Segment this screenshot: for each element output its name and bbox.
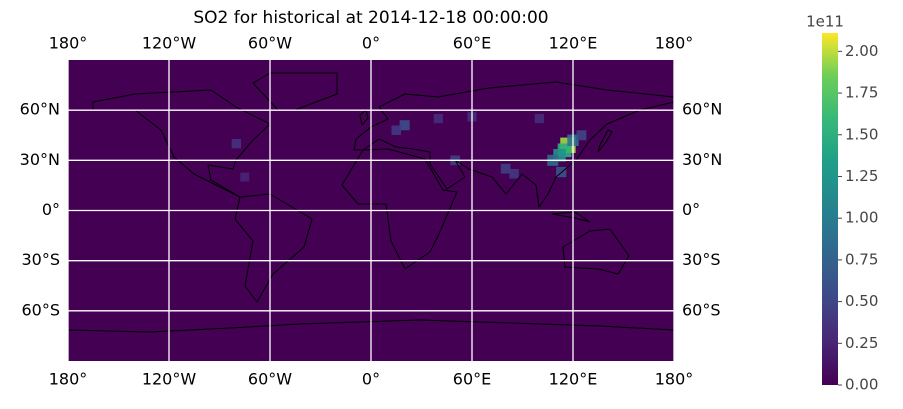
hotspot <box>231 138 241 149</box>
coastline <box>597 129 613 153</box>
hotspot <box>500 163 511 174</box>
colorbar-tick-label: 0.00 <box>845 376 878 394</box>
hotspot <box>240 172 250 182</box>
colorbar-tick-label: 1.75 <box>845 84 878 102</box>
y-tick-label: 30°N <box>20 150 60 169</box>
coastlines <box>68 72 674 333</box>
gridlines <box>67 60 675 361</box>
colorbar-tick-label: 0.25 <box>845 334 878 352</box>
x-tick-label: 0° <box>362 370 380 389</box>
colorbar-tick-label: 0.75 <box>845 250 878 268</box>
hotspot <box>399 120 410 131</box>
colorbar-tick-label: 0.50 <box>845 292 878 310</box>
y-tick-label: 30°N <box>682 150 722 169</box>
colorbar-tick-label: 2.00 <box>845 42 878 60</box>
x-tick-label: 0° <box>362 34 380 53</box>
colorbar <box>822 33 838 385</box>
coastline <box>234 193 313 303</box>
x-tick-label: 180° <box>655 34 694 53</box>
colorbar-tick-label: 1.25 <box>845 167 878 185</box>
y-tick-label: 60°S <box>682 300 721 319</box>
hotspot <box>433 113 443 124</box>
y-tick-label: 60°S <box>21 300 60 319</box>
x-tick-label: 120°E <box>549 34 598 53</box>
x-tick-label: 60°E <box>453 370 491 389</box>
hotspot <box>509 168 519 179</box>
x-tick-label: 60°W <box>248 370 292 389</box>
x-tick-label: 120°W <box>142 34 197 53</box>
coastline <box>562 228 630 275</box>
coastline <box>551 211 591 223</box>
y-tick-label: 30°S <box>21 250 60 269</box>
colorbar-tick-label: 1.00 <box>845 209 878 227</box>
x-tick-label: 60°E <box>453 34 491 53</box>
colorbar-tick-label: 1.50 <box>845 125 878 143</box>
x-tick-label: 180° <box>655 370 694 389</box>
y-tick-label: 0° <box>682 200 700 219</box>
hotspot <box>576 130 587 141</box>
colorbar-offset: 1e11 <box>806 13 844 31</box>
chart-title: SO2 for historical at 2014-12-18 00:00:0… <box>193 8 548 28</box>
x-tick-label: 120°E <box>549 370 598 389</box>
x-tick-label: 60°W <box>248 34 292 53</box>
coastline <box>68 319 674 333</box>
x-tick-label: 180° <box>49 34 88 53</box>
coastline <box>341 148 458 270</box>
hotspot <box>534 113 544 124</box>
y-tick-label: 30°S <box>682 250 721 269</box>
y-tick-label: 0° <box>42 200 60 219</box>
coastline <box>353 81 674 208</box>
x-tick-label: 180° <box>49 370 88 389</box>
y-tick-label: 60°N <box>20 100 60 119</box>
coastline <box>92 89 271 198</box>
hotspot <box>391 125 402 135</box>
x-tick-label: 120°W <box>142 370 197 389</box>
y-tick-label: 60°N <box>682 100 722 119</box>
